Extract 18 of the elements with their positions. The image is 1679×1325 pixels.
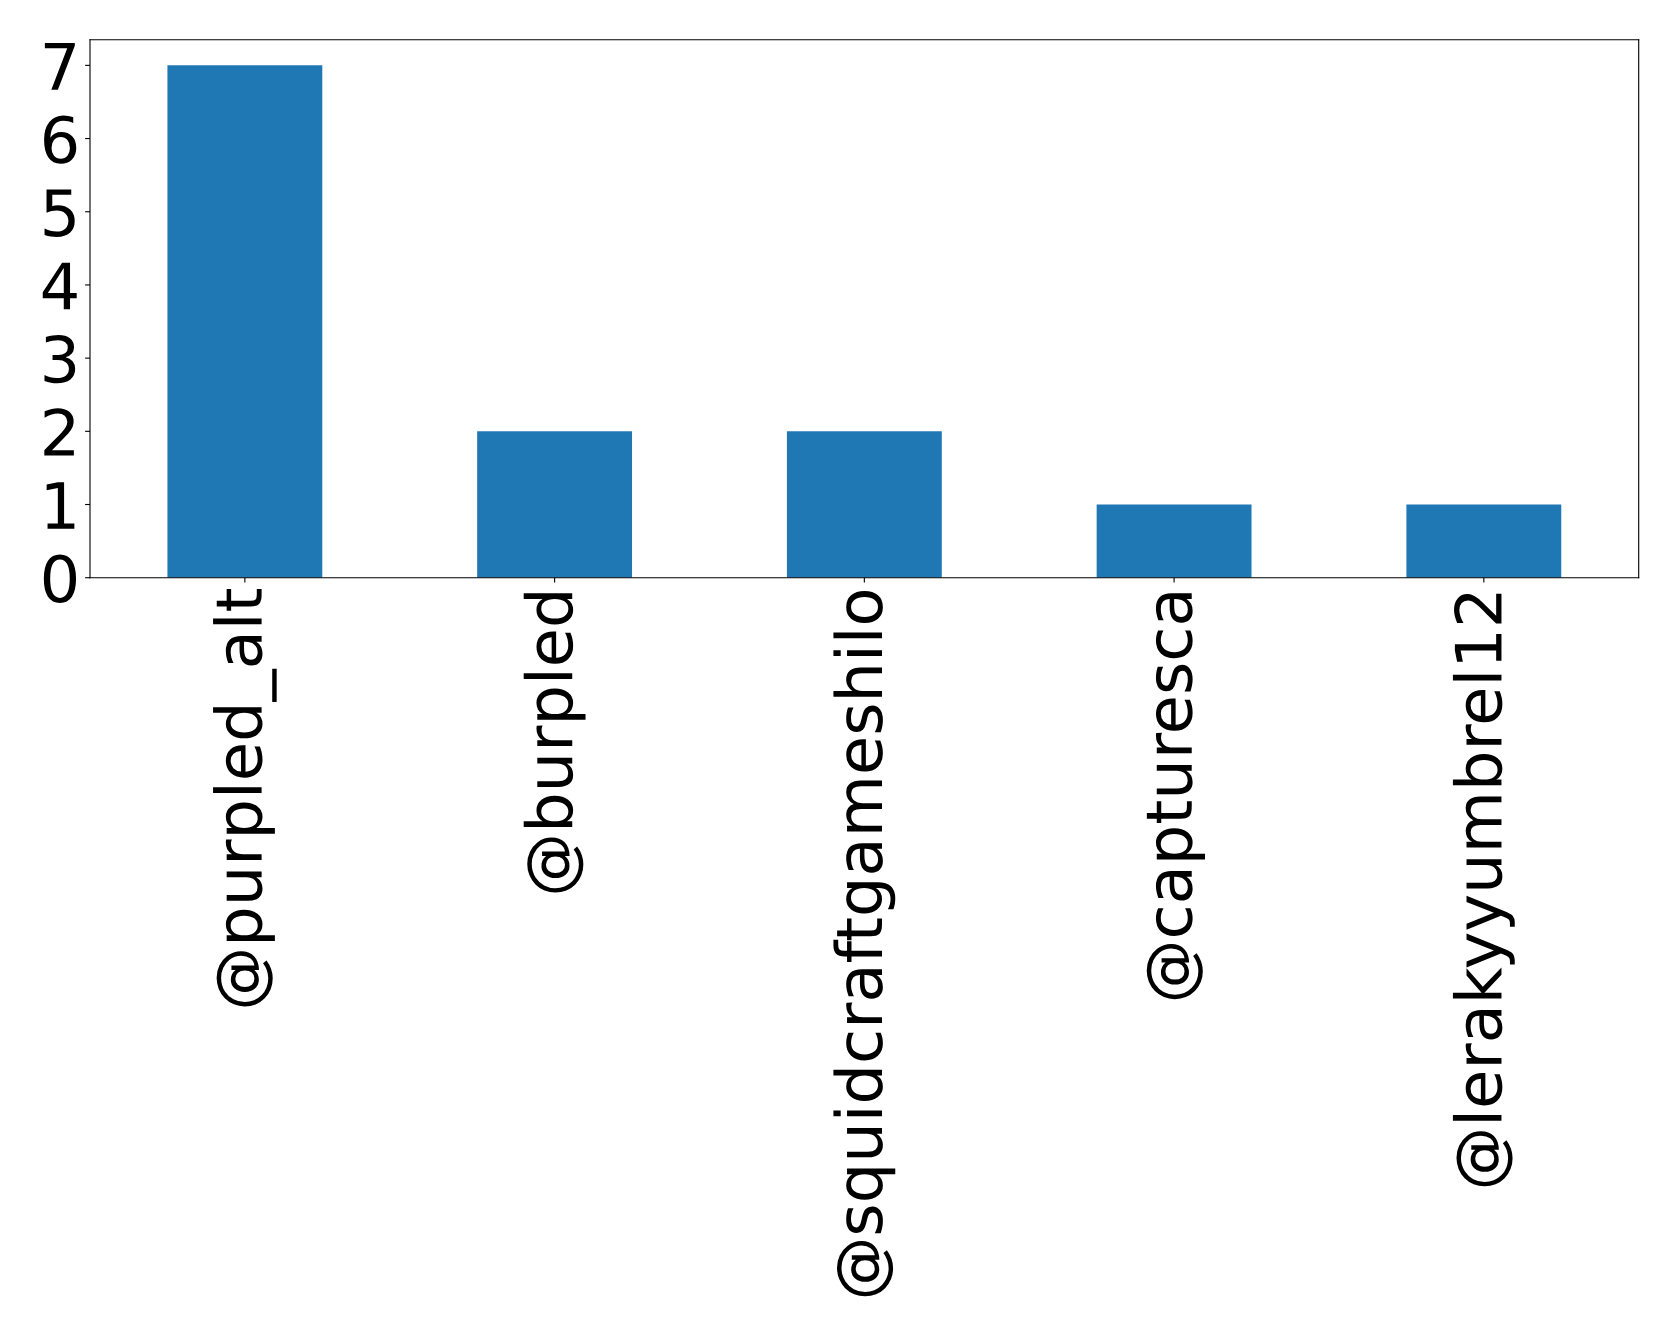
y-tick-label: 1 <box>46 482 75 529</box>
bar <box>1096 504 1252 578</box>
y-tick-label: 6 <box>44 115 77 164</box>
bar <box>167 65 323 578</box>
bar <box>786 431 942 578</box>
y-tick-label: 4 <box>42 262 77 310</box>
y-tick-label: 2 <box>44 408 74 456</box>
bar <box>1406 504 1562 578</box>
y-tick-label: 5 <box>44 189 75 237</box>
x-tick-label: @capturesca <box>1146 593 1206 1000</box>
x-tick-label: @squidcraftgameshilo <box>833 590 896 1297</box>
y-tick-label: 3 <box>44 334 76 384</box>
x-tick-label: @lerakyyumbrel12 <box>1452 593 1515 1187</box>
y-tick-label: 7 <box>44 43 75 90</box>
x-tick-label: @burpled <box>523 593 586 893</box>
x-tick-label: @purpled_alt <box>213 588 277 1007</box>
bar <box>477 431 633 578</box>
y-tick-label: 0 <box>43 554 77 603</box>
